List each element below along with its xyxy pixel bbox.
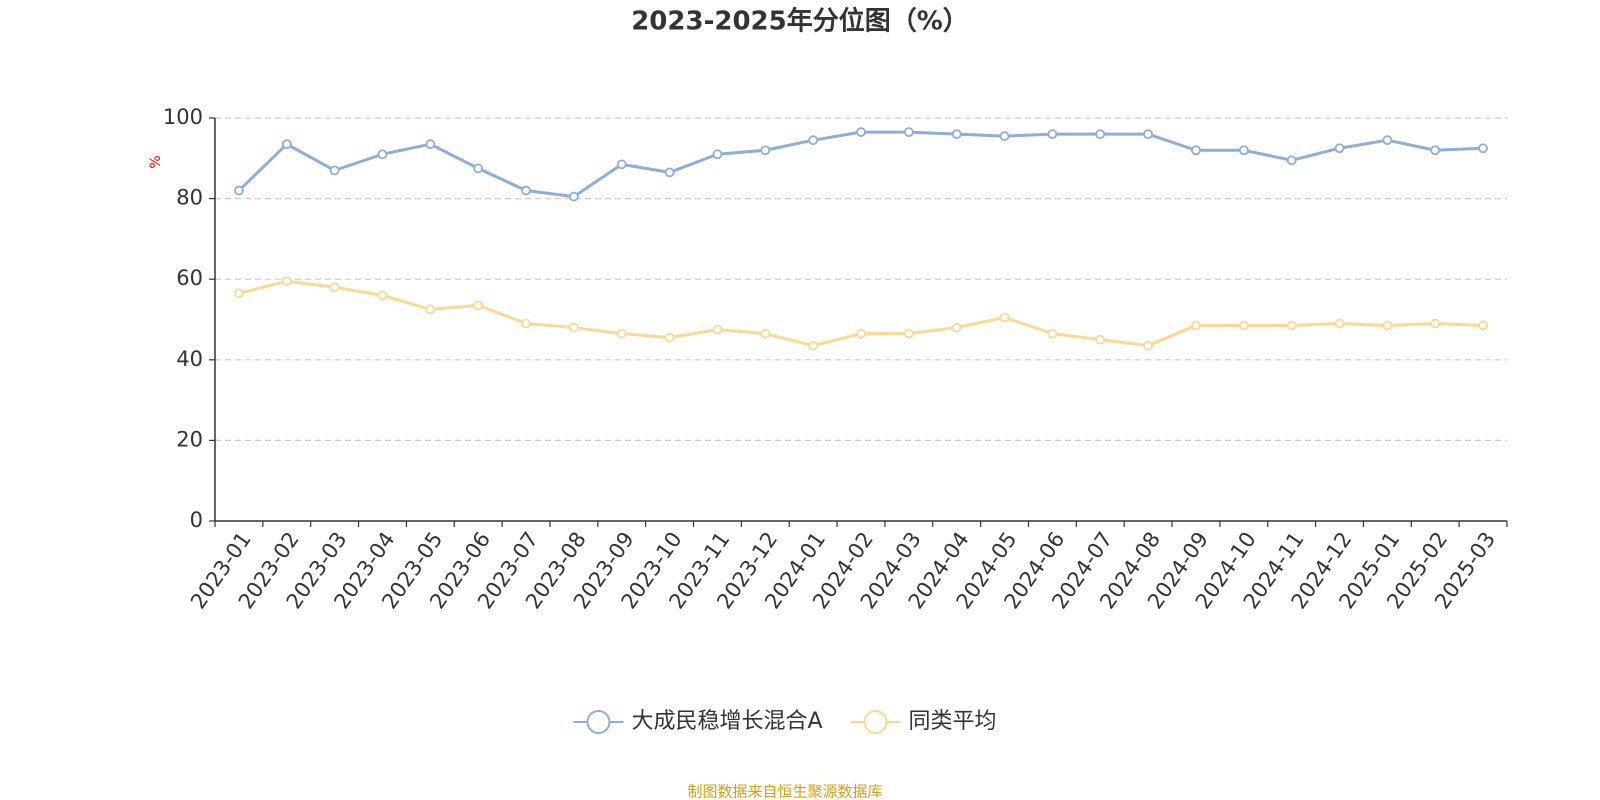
data-point[interactable]	[1382, 135, 1393, 146]
series-1	[234, 276, 1488, 351]
legend-item[interactable]: 同类平均	[850, 709, 997, 734]
data-point[interactable]	[377, 290, 388, 301]
data-point[interactable]	[760, 145, 771, 156]
y-tick-label: 80	[176, 186, 203, 210]
series-lines	[234, 127, 1488, 351]
data-point[interactable]	[999, 312, 1010, 323]
data-point[interactable]	[1191, 320, 1201, 331]
y-tick-label: 100	[163, 105, 203, 129]
data-point[interactable]	[903, 127, 914, 138]
data-point[interactable]	[664, 332, 675, 343]
data-point[interactable]	[1430, 318, 1441, 329]
data-point[interactable]	[473, 300, 484, 311]
data-point[interactable]	[521, 318, 531, 329]
y-tick-label: 60	[176, 266, 203, 290]
data-point[interactable]	[1334, 143, 1345, 154]
data-point[interactable]	[281, 276, 292, 287]
data-point[interactable]	[377, 149, 388, 160]
data-point[interactable]	[568, 322, 579, 333]
data-point[interactable]	[568, 191, 579, 202]
data-point[interactable]	[281, 139, 292, 150]
data-point[interactable]	[903, 328, 914, 339]
series-0	[234, 127, 1488, 202]
data-point[interactable]	[1238, 145, 1249, 156]
legend-marker-icon	[586, 710, 611, 734]
data-point[interactable]	[234, 288, 244, 299]
data-point[interactable]	[473, 163, 484, 174]
series-line	[237, 130, 1485, 199]
chart-title: 2023-2025年分位图（%）	[631, 6, 969, 37]
grid-lines	[215, 117, 1507, 441]
data-point[interactable]	[329, 282, 340, 293]
data-point[interactable]	[1478, 143, 1488, 154]
data-point[interactable]	[712, 149, 723, 160]
data-point[interactable]	[616, 328, 627, 339]
data-point[interactable]	[1334, 318, 1345, 329]
axes: 0204060801002023-012023-022023-032023-04…	[163, 105, 1508, 613]
data-point[interactable]	[1430, 145, 1441, 156]
data-point[interactable]	[1047, 328, 1058, 339]
data-point[interactable]	[1478, 320, 1488, 331]
legend-label: 同类平均	[909, 709, 997, 734]
data-point[interactable]	[425, 139, 436, 150]
data-point[interactable]	[808, 135, 819, 146]
y-tick-label: 0	[190, 508, 203, 532]
data-point[interactable]	[1286, 155, 1297, 166]
y-tick-label: 20	[176, 427, 203, 451]
data-point[interactable]	[856, 328, 866, 339]
data-point[interactable]	[1143, 340, 1154, 351]
data-point[interactable]	[760, 328, 771, 339]
y-axis-label: %	[148, 155, 164, 168]
data-point[interactable]	[856, 127, 866, 138]
y-tick-label: 40	[176, 347, 203, 371]
source-caption: 制图数据来自恒生聚源数据库	[687, 783, 882, 800]
data-point[interactable]	[1382, 320, 1393, 331]
data-point[interactable]	[1143, 129, 1154, 140]
data-point[interactable]	[329, 165, 340, 176]
data-point[interactable]	[951, 129, 962, 140]
data-point[interactable]	[1191, 145, 1201, 156]
legend-label: 大成民稳增长混合A	[631, 709, 822, 734]
data-point[interactable]	[664, 167, 675, 178]
data-point[interactable]	[999, 131, 1010, 142]
data-point[interactable]	[425, 304, 436, 315]
data-point[interactable]	[1238, 320, 1249, 331]
legend-item[interactable]: 大成民稳增长混合A	[573, 709, 823, 734]
data-point[interactable]	[521, 185, 531, 196]
data-point[interactable]	[1286, 320, 1297, 331]
data-point[interactable]	[1095, 334, 1106, 345]
legend-marker-icon	[863, 710, 888, 734]
data-point[interactable]	[1095, 129, 1106, 140]
data-point[interactable]	[1047, 129, 1058, 140]
data-point[interactable]	[712, 324, 723, 335]
data-point[interactable]	[808, 340, 819, 351]
data-point[interactable]	[951, 322, 962, 333]
data-point[interactable]	[234, 185, 244, 196]
legend[interactable]: 大成民稳增长混合A 同类平均	[573, 709, 997, 734]
data-point[interactable]	[616, 159, 627, 170]
